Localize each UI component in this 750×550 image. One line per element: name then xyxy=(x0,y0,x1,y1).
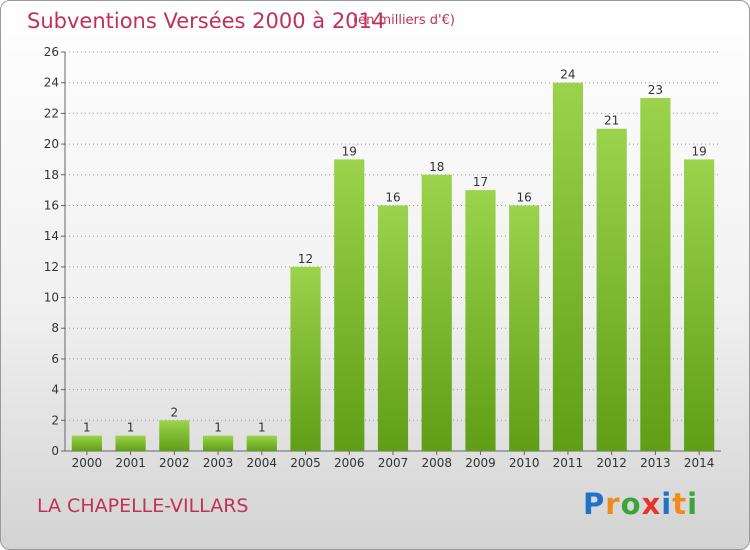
y-tick-label: 16 xyxy=(44,198,59,212)
y-tick-label: 14 xyxy=(44,229,59,243)
data-label-2008: 18 xyxy=(429,160,444,174)
town-name: LA CHAPELLE-VILLARS xyxy=(37,495,249,517)
y-tick-label: 12 xyxy=(44,260,59,274)
bar-2000 xyxy=(71,435,102,451)
data-label-2010: 16 xyxy=(517,190,532,204)
data-label-2001: 1 xyxy=(127,421,135,435)
logo-letter: i xyxy=(661,487,673,521)
x-tick-label-2004: 2004 xyxy=(247,456,278,470)
logo-letter: o xyxy=(620,487,642,521)
data-label-2002: 2 xyxy=(171,405,179,419)
bar-2007 xyxy=(377,205,409,451)
data-label-2004: 1 xyxy=(258,421,266,435)
y-tick-label: 0 xyxy=(51,444,59,458)
x-tick-label-2003: 2003 xyxy=(203,456,234,470)
y-tick-label: 26 xyxy=(44,45,59,59)
bar-2011 xyxy=(552,82,584,451)
bar-2010 xyxy=(509,205,540,451)
bar-2003 xyxy=(202,435,234,451)
x-tick-label-2008: 2008 xyxy=(421,456,452,470)
bar-2012 xyxy=(596,128,627,451)
y-tick-label: 4 xyxy=(51,383,59,397)
data-label-2000: 1 xyxy=(83,421,91,435)
x-tick-label-2009: 2009 xyxy=(465,456,496,470)
data-label-2005: 12 xyxy=(298,252,313,266)
data-label-2009: 17 xyxy=(473,175,488,189)
x-tick-label-2010: 2010 xyxy=(509,456,540,470)
bar-2006 xyxy=(334,159,365,451)
logo-letter: i xyxy=(687,487,699,521)
proxiti-logo: Proxiti xyxy=(583,487,698,521)
data-label-2011: 24 xyxy=(560,68,575,82)
bars xyxy=(71,82,715,452)
x-tick-label-2014: 2014 xyxy=(684,456,715,470)
y-tick-label: 8 xyxy=(51,321,59,335)
y-tick-label: 2 xyxy=(51,413,59,427)
x-tick-label-2000: 2000 xyxy=(72,456,103,470)
y-tick-label: 18 xyxy=(44,168,59,182)
y-tick-label: 20 xyxy=(44,137,59,151)
x-tick-label-2012: 2012 xyxy=(596,456,627,470)
logo-letter: r xyxy=(605,487,621,521)
x-tick-label-2006: 2006 xyxy=(334,456,365,470)
bar-2004 xyxy=(246,435,277,451)
chart-unit: (en milliers d'€) xyxy=(353,13,455,28)
x-tick-label-2007: 2007 xyxy=(378,456,409,470)
x-tick-label-2001: 2001 xyxy=(115,456,146,470)
y-tick-label: 6 xyxy=(51,352,59,366)
logo-letter: x xyxy=(641,487,662,521)
y-tick-label: 10 xyxy=(44,291,59,305)
data-label-2014: 19 xyxy=(691,144,706,158)
bar-2014 xyxy=(684,159,715,451)
x-tick-label-2005: 2005 xyxy=(290,456,321,470)
data-label-2006: 19 xyxy=(342,144,357,158)
x-tick-label-2002: 2002 xyxy=(159,456,190,470)
chart-title: Subventions Versées 2000 à 2014 xyxy=(27,9,386,33)
x-tick-label-2013: 2013 xyxy=(640,456,671,470)
bar-2002 xyxy=(159,420,190,451)
bar-2001 xyxy=(115,435,146,451)
bar-2009 xyxy=(465,190,496,451)
bar-2013 xyxy=(640,98,671,452)
x-tick-label-2011: 2011 xyxy=(553,456,584,470)
data-label-2007: 16 xyxy=(385,190,400,204)
data-label-2012: 21 xyxy=(604,114,619,128)
bar-2008 xyxy=(421,174,452,451)
y-tick-label: 24 xyxy=(44,76,59,90)
logo-letter: P xyxy=(583,487,606,521)
bar-2005 xyxy=(290,266,321,451)
data-label-2013: 23 xyxy=(648,83,663,97)
data-label-2003: 1 xyxy=(214,421,222,435)
logo-letter: t xyxy=(672,487,688,521)
y-tick-label: 22 xyxy=(44,106,59,120)
